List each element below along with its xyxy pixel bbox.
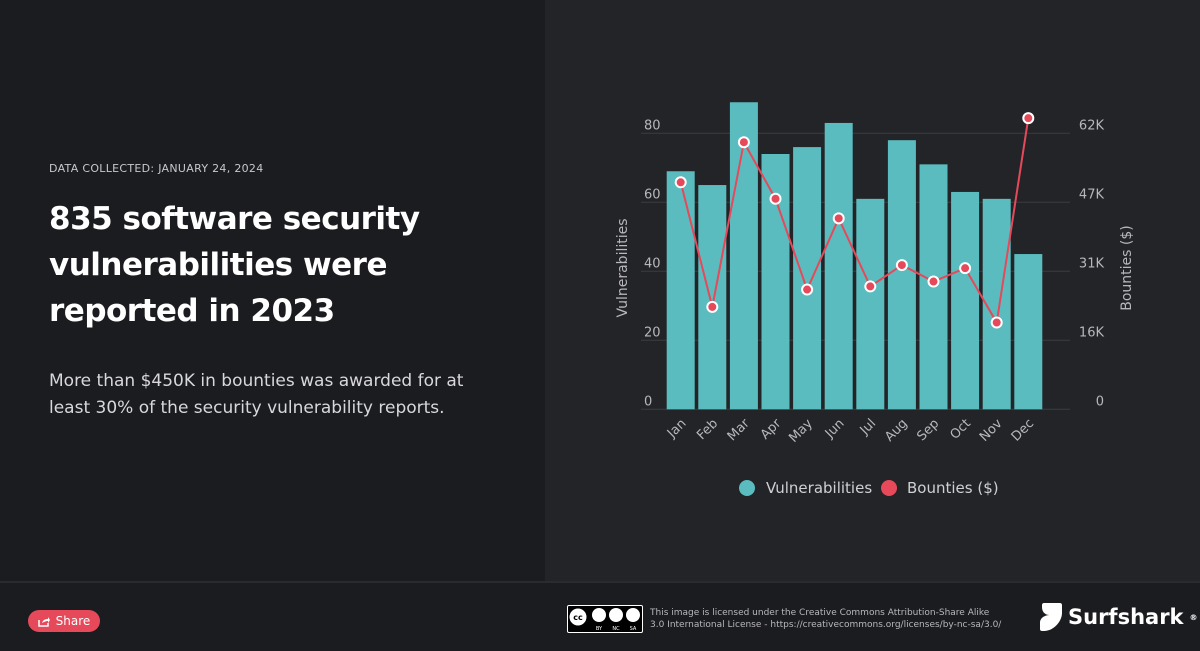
bar-jan xyxy=(666,171,695,410)
y-right-tick-label: 0 xyxy=(1096,394,1104,409)
cc-license-badge[interactable]: cc BY NC SA xyxy=(567,605,643,633)
bar-mar xyxy=(729,102,758,410)
surfshark-logo-icon xyxy=(1040,603,1062,631)
bar-apr xyxy=(761,154,790,410)
x-tick-label: Sep xyxy=(914,416,942,444)
svg-text:SA: SA xyxy=(630,626,637,632)
bounty-point-dec xyxy=(1022,112,1035,125)
info-panel: DATA COLLECTED: JANUARY 24, 2024 835 sof… xyxy=(0,0,545,582)
brand-name: Surfshark xyxy=(1068,605,1184,629)
x-tick-label: Apr xyxy=(758,416,785,443)
bounty-point-oct xyxy=(959,262,972,275)
y-right-axis-title: Bounties ($) xyxy=(1119,225,1135,310)
x-tick-label: Jul xyxy=(857,416,879,438)
y-tick-label: 60 xyxy=(644,187,661,202)
bounty-point-apr xyxy=(769,192,782,205)
y-tick-label: 40 xyxy=(644,256,661,271)
bounty-point-nov xyxy=(990,316,1003,329)
share-button[interactable]: Share xyxy=(28,610,100,632)
y-right-tick-label: 47K xyxy=(1079,187,1105,202)
bar-oct xyxy=(951,191,980,410)
share-icon xyxy=(37,616,50,627)
bounties-line xyxy=(679,118,1030,326)
x-tick-label: Mar xyxy=(725,416,753,444)
bar-nov xyxy=(982,198,1011,410)
bounty-point-jan xyxy=(674,176,687,189)
bar-jul xyxy=(856,198,885,410)
license-text: This image is licensed under the Creativ… xyxy=(650,607,1030,631)
x-tick-label: Feb xyxy=(694,416,721,443)
x-tick-label: Aug xyxy=(882,416,911,445)
x-tick-label: Jan xyxy=(664,416,689,441)
y-axis-title: Vulnerabilities xyxy=(615,218,631,317)
legend-vulnerabilities-swatch xyxy=(739,480,755,496)
bounty-point-sep xyxy=(927,275,940,288)
legend-bounties-swatch xyxy=(881,480,897,496)
license-line-1: This image is licensed under the Creativ… xyxy=(650,608,990,618)
page-subtitle: More than $450K in bounties was awarded … xyxy=(49,371,464,418)
bar-feb xyxy=(698,185,727,410)
y-tick-label: 0 xyxy=(644,394,652,409)
x-tick-label: Dec xyxy=(1009,416,1037,444)
svg-text:NC: NC xyxy=(612,626,620,632)
combo-chart: 0 0 20 16K 40 31K 60 47K 80 62K Jan Feb Mar Apr May Jun… xyxy=(615,102,1135,497)
y-right-tick-label: 16K xyxy=(1079,325,1105,340)
share-label: Share xyxy=(55,614,91,628)
date-collected: DATA COLLECTED: JANUARY 24, 2024 xyxy=(49,162,264,175)
license-line-2[interactable]: 3.0 International License - https://crea… xyxy=(650,620,1002,630)
bounty-point-may xyxy=(801,283,814,296)
footer: Share cc BY NC SA This image is licensed… xyxy=(0,581,1200,651)
bar-jun xyxy=(824,122,853,410)
y-tick-label: 20 xyxy=(644,325,661,340)
bar-may xyxy=(793,147,822,410)
legend-vulnerabilities-label: Vulnerabilities xyxy=(766,479,872,497)
y-right-tick-label: 62K xyxy=(1079,118,1105,133)
bounty-point-aug xyxy=(895,259,908,272)
bar-aug xyxy=(887,140,916,410)
x-tick-label: Oct xyxy=(947,416,974,443)
y-right-tick-label: 31K xyxy=(1079,256,1105,271)
x-tick-label: May xyxy=(786,416,816,446)
bar-dec xyxy=(1014,254,1043,410)
chart-panel: 0 0 20 16K 40 31K 60 47K 80 62K Jan Feb Mar Apr May Jun… xyxy=(545,0,1200,582)
bounty-point-mar xyxy=(737,136,750,149)
page-title: 835 software security vulnerabilities we… xyxy=(49,201,420,329)
y-tick-label: 80 xyxy=(644,118,661,133)
svg-text:BY: BY xyxy=(596,626,603,632)
x-tick-label: Jun xyxy=(822,416,848,442)
x-tick-label: Nov xyxy=(977,416,1006,445)
svg-text:cc: cc xyxy=(573,613,583,622)
surfshark-logo[interactable]: Surfshark ® xyxy=(1040,603,1198,631)
legend-bounties-label: Bounties ($) xyxy=(907,479,999,497)
bounty-point-jul xyxy=(864,280,877,293)
bounty-point-feb xyxy=(706,300,719,313)
bounty-point-jun xyxy=(832,212,845,225)
